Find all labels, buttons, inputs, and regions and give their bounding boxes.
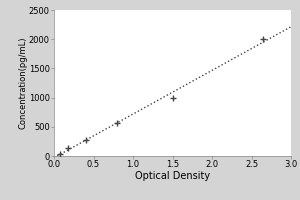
Y-axis label: Concentration(pg/mL): Concentration(pg/mL) [18, 37, 27, 129]
X-axis label: Optical Density: Optical Density [135, 171, 210, 181]
